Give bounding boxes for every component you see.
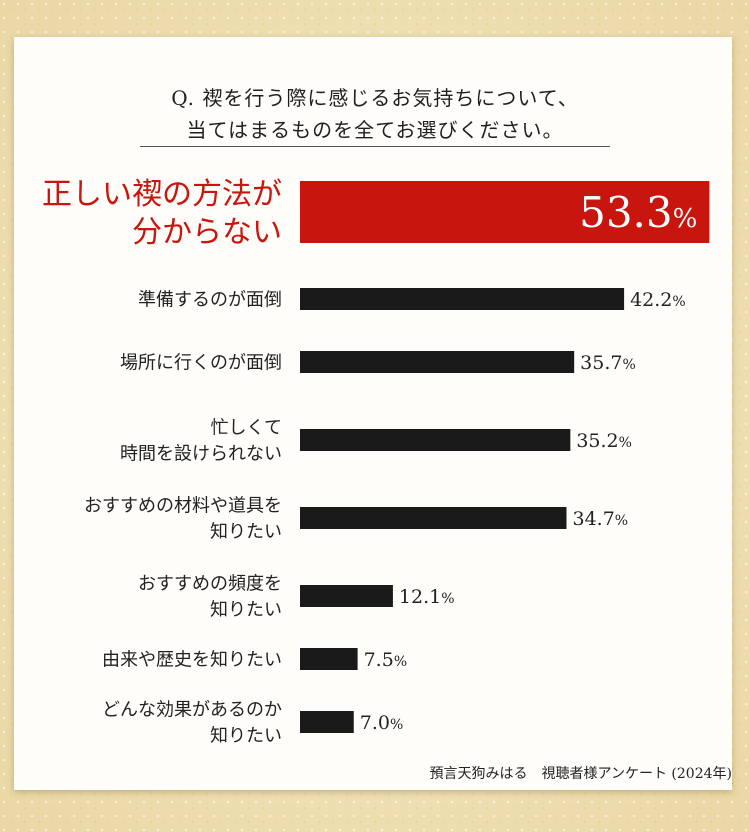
category-label-3: 場所に行くのが面倒 bbox=[120, 352, 282, 373]
question-underline bbox=[140, 146, 610, 147]
bar-8 bbox=[300, 711, 354, 733]
bar-4 bbox=[300, 429, 571, 451]
bar-7 bbox=[300, 648, 358, 670]
value-label-4: 35.2% bbox=[576, 430, 632, 452]
value-label-7: 7.5% bbox=[364, 649, 408, 671]
category-label-6: おすすめの頻度を知りたい bbox=[138, 573, 282, 620]
category-label-5: おすすめの材料や道具を知りたい bbox=[84, 495, 282, 542]
bar-2 bbox=[300, 288, 625, 310]
question-line-1: Q. 禊を行う際に感じるお気持ちについて、 bbox=[171, 86, 579, 110]
bar-6 bbox=[300, 585, 393, 607]
question-line-2: 当てはまるものを全てお選びください。 bbox=[186, 118, 564, 142]
value-label-5: 34.7% bbox=[572, 508, 628, 530]
category-label-2: 準備するのが面倒 bbox=[138, 289, 282, 310]
value-label-1: 53.3% bbox=[579, 188, 697, 237]
bar-1 bbox=[300, 181, 710, 243]
source-credit: 預言天狗みはる 視聴者様アンケート (2024年) bbox=[429, 766, 732, 782]
survey-card bbox=[14, 37, 732, 790]
bar-3 bbox=[300, 351, 575, 373]
bar-5 bbox=[300, 507, 567, 529]
value-label-8: 7.0% bbox=[360, 712, 404, 734]
value-label-6: 12.1% bbox=[399, 586, 455, 608]
category-label-1: 正しい禊の方法が分からない bbox=[42, 177, 282, 250]
category-label-7: 由来や歴史を知りたい bbox=[102, 649, 282, 670]
value-label-3: 35.7% bbox=[580, 352, 636, 374]
value-label-2: 42.2% bbox=[630, 289, 686, 311]
category-label-4: 忙しくて時間を設けられない bbox=[120, 417, 282, 464]
category-label-8: どんな効果があるのか知りたい bbox=[102, 699, 282, 746]
